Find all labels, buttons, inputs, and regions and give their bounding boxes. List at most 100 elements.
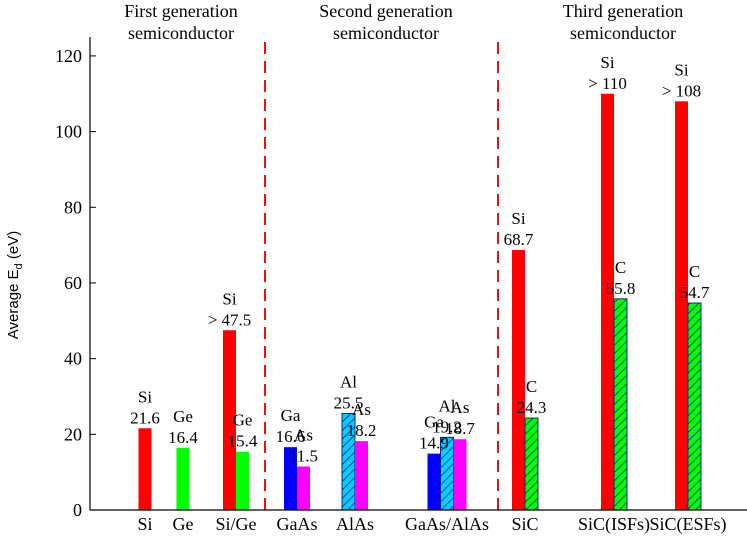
x-tick-label-si-ge: Si/Ge	[215, 514, 256, 534]
bar-labels: Si 21.6 Ge 16.4Si > 47.5Ge 15.4Ga 16.6As 11.5Al…	[130, 53, 710, 466]
bar-sic-isfs-c	[613, 298, 628, 511]
bar-alas-as	[355, 441, 368, 510]
bar-ge-ge-fill	[176, 447, 190, 510]
bar-sic-c	[524, 417, 539, 511]
data-label-gaas-ga: Ga 16.6	[276, 406, 306, 446]
data-label-value: 18.7	[445, 419, 475, 438]
bar-sic-isfs-si-fill	[601, 93, 614, 510]
bar-gaas-as-fill	[297, 466, 310, 510]
bar-sic-isfs-c-hatch	[614, 298, 627, 510]
data-label-element: Ge	[173, 407, 193, 426]
bar-sic-isfs-si	[601, 93, 614, 510]
bar-sic-esfs-si-fill	[675, 101, 688, 510]
data-label-gaas-alas-al: Al 19.2	[432, 396, 462, 436]
y-tick-label: 100	[55, 122, 82, 142]
bar-sic-esfs-si	[675, 101, 688, 510]
y-ticks: 0 20 40 60 80 100 120	[55, 46, 96, 520]
data-label-value: 18.2	[347, 421, 377, 440]
data-label-value: 21.6	[130, 408, 160, 427]
bar-gaas-alas-ga	[427, 453, 441, 510]
bar-sic-si-fill	[512, 250, 525, 511]
data-label-value: > 47.5	[208, 310, 252, 329]
x-tick-label-sic-esfs: SiC(ESFs)	[649, 514, 726, 535]
x-tick-label-gaas: GaAs	[277, 514, 318, 534]
data-label-gaas-as: As 11.5	[289, 425, 318, 465]
data-label-sic-isfs-c: C 55.8	[606, 258, 636, 298]
x-tick-label-gaas-alas: GaAs/AlAs	[405, 514, 489, 534]
data-label-element: Ge	[233, 411, 253, 430]
x-tick-label-si: Si	[137, 514, 152, 534]
data-label-value: 16.4	[168, 428, 198, 447]
bar-si-si-fill	[138, 428, 152, 510]
data-label-sic-esfs-c: C 54.7	[680, 262, 710, 302]
group-title-line: Second generation	[319, 1, 452, 21]
data-label-si-ge-ge: Ge 15.4	[228, 411, 258, 451]
bar-si-ge-ge	[236, 451, 249, 510]
y-axis-label-sub: d	[13, 263, 25, 269]
bar-alas-al-hatch	[342, 413, 355, 510]
y-axis-label-main: Average E	[5, 269, 22, 339]
bar-gaas-alas-as	[453, 439, 467, 510]
bar-alas-al	[341, 413, 356, 511]
data-label-sic-si: Si 68.7	[504, 209, 534, 249]
data-label-value: 14.9	[419, 434, 449, 453]
data-label-element: Si	[674, 60, 688, 79]
data-label-sic-isfs-si: Si > 110	[588, 53, 627, 93]
y-tick-label: 120	[55, 46, 82, 66]
y-tick-label: 80	[64, 197, 82, 217]
data-label-element: As	[352, 400, 371, 419]
y-axis-label: Average Ed (eV)	[5, 231, 25, 339]
data-label-value: > 110	[588, 74, 627, 93]
bar-gaas-alas-al-hatch	[440, 437, 454, 510]
bar-ge-ge	[176, 447, 190, 510]
y-tick-label: 20	[64, 424, 82, 444]
data-label-element: Si	[511, 209, 525, 228]
data-label-value: 15.4	[228, 432, 258, 451]
data-label-element: Ga	[281, 406, 301, 425]
data-label-value: 54.7	[680, 283, 710, 302]
y-axis-label-unit: (eV)	[5, 231, 22, 264]
data-label-value: > 108	[662, 81, 701, 100]
data-label-element: C	[526, 377, 537, 396]
x-tick-label-ge: Ge	[173, 514, 194, 534]
data-label-ge-ge: Ge 16.4	[168, 407, 198, 447]
y-tick-label: 0	[73, 500, 82, 520]
data-label-si-ge-si: Si > 47.5	[208, 289, 252, 329]
bar-sic-esfs-c-hatch	[688, 303, 701, 510]
data-label-sic-esfs-si: Si > 108	[662, 60, 701, 100]
data-label-gaas-alas-ga: Ga 14.9	[419, 413, 449, 453]
group-title-3: Third generation semiconductor	[563, 1, 683, 43]
bar-sic-c-hatch	[525, 418, 538, 510]
data-label-element: Al	[439, 396, 456, 415]
bar-gaas-ga	[284, 447, 297, 510]
group-title-line: semiconductor	[333, 23, 439, 43]
data-label-alas-as: As 18.2	[347, 400, 377, 440]
generation-separators	[264, 42, 499, 510]
data-label-gaas-alas-as: As 18.7	[445, 398, 475, 438]
bar-si-ge-ge-fill	[236, 451, 249, 510]
bar-gaas-as	[297, 466, 310, 510]
axes	[89, 37, 747, 511]
data-label-sic-c: C 24.3	[517, 377, 547, 417]
data-label-element: Si	[600, 53, 614, 72]
data-label-element: As	[451, 398, 470, 417]
data-label-element: Si	[138, 387, 152, 406]
data-label-alas-al: Al 25.5	[334, 373, 364, 413]
x-tick-label-sic-isfs: SiC(ISFs)	[578, 514, 650, 535]
data-label-value: 68.7	[504, 230, 534, 249]
data-label-value: 24.3	[517, 398, 547, 417]
data-label-element: As	[294, 425, 313, 444]
group-title-2: Second generation semiconductor	[319, 1, 452, 43]
data-label-element: Si	[222, 289, 236, 308]
y-tick-label: 40	[64, 349, 82, 369]
data-label-value: 11.5	[289, 446, 318, 465]
x-tick-labels: Si Ge Si/Ge GaAs AlAs GaAs/AlAs SiC SiC(ISFs) Si…	[137, 514, 726, 535]
data-label-element: C	[689, 262, 700, 281]
bar-alas-as-fill	[355, 441, 368, 510]
group-title-line: First generation	[124, 1, 237, 21]
bar-si-ge-si	[223, 330, 236, 510]
data-label-si-si: Si 21.6	[130, 387, 160, 427]
group-title-line: semiconductor	[128, 23, 234, 43]
